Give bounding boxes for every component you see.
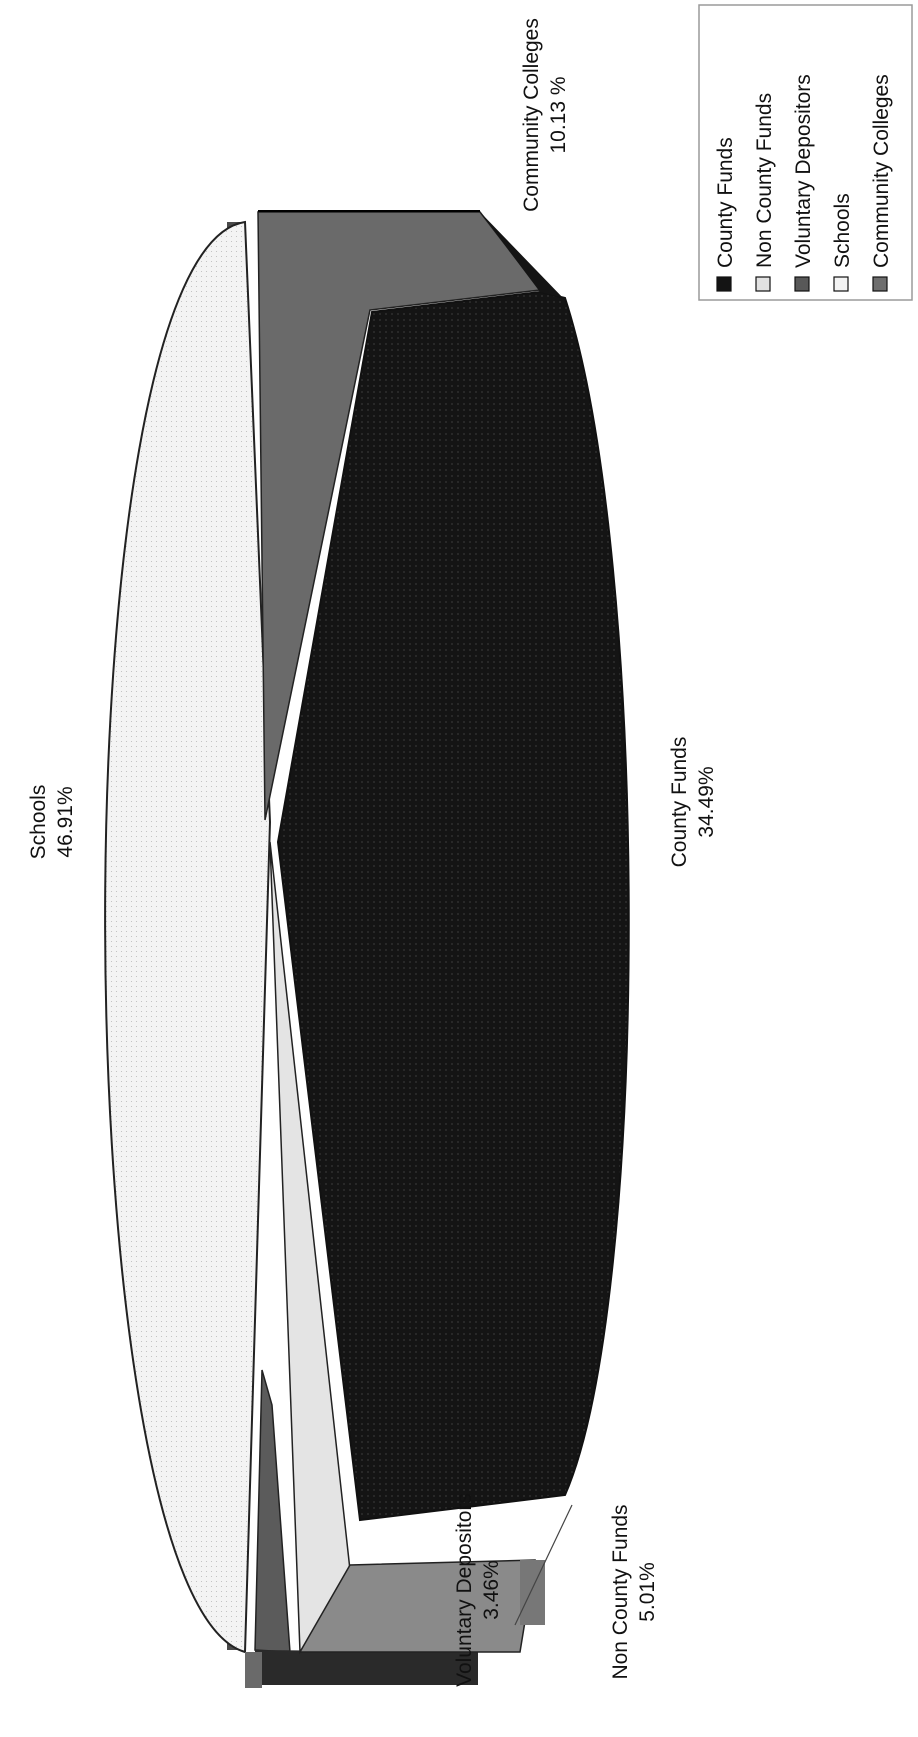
legend-box [698, 4, 913, 301]
label-non-county-funds-value: 5.01% [636, 1562, 659, 1622]
legend: County Funds Non County Funds Voluntary De… [698, 4, 913, 301]
legend-swatch-community-colleges [872, 276, 888, 292]
legend-label-community-colleges: Community Colleges [870, 74, 893, 268]
legend-swatch-voluntary-depositors [794, 276, 810, 292]
legend-label-schools: Schools [831, 193, 854, 268]
label-county-funds-name: County Funds [668, 737, 691, 868]
legend-label-county-funds: County Funds [714, 137, 737, 268]
label-community-colleges-value: 10.13 % [547, 76, 570, 153]
label-voluntary-depositors-name: Voluntary Depositors [453, 1493, 476, 1687]
label-schools-value: 46.91% [54, 786, 77, 857]
legend-label-voluntary-depositors: Voluntary Depositors [792, 74, 815, 268]
label-schools-name: Schools [27, 785, 50, 860]
legend-swatch-county-funds [716, 276, 732, 292]
label-non-county-funds-name: Non County Funds [609, 1504, 632, 1679]
slice-voluntary-depositors [254, 1369, 291, 1653]
county-funds-wall [480, 212, 565, 300]
legend-swatch-schools [833, 276, 849, 292]
legend-label-non-county-funds: Non County Funds [753, 93, 776, 268]
label-voluntary-depositors-value: 3.46% [480, 1560, 503, 1620]
leader-line [514, 1504, 573, 1626]
slice-schools [104, 220, 272, 1654]
legend-swatch-non-county-funds [755, 276, 771, 292]
label-county-funds-value: 34.49% [695, 766, 718, 837]
label-community-colleges-name: Community Colleges [520, 18, 543, 212]
slice-county-funds [276, 290, 630, 1522]
